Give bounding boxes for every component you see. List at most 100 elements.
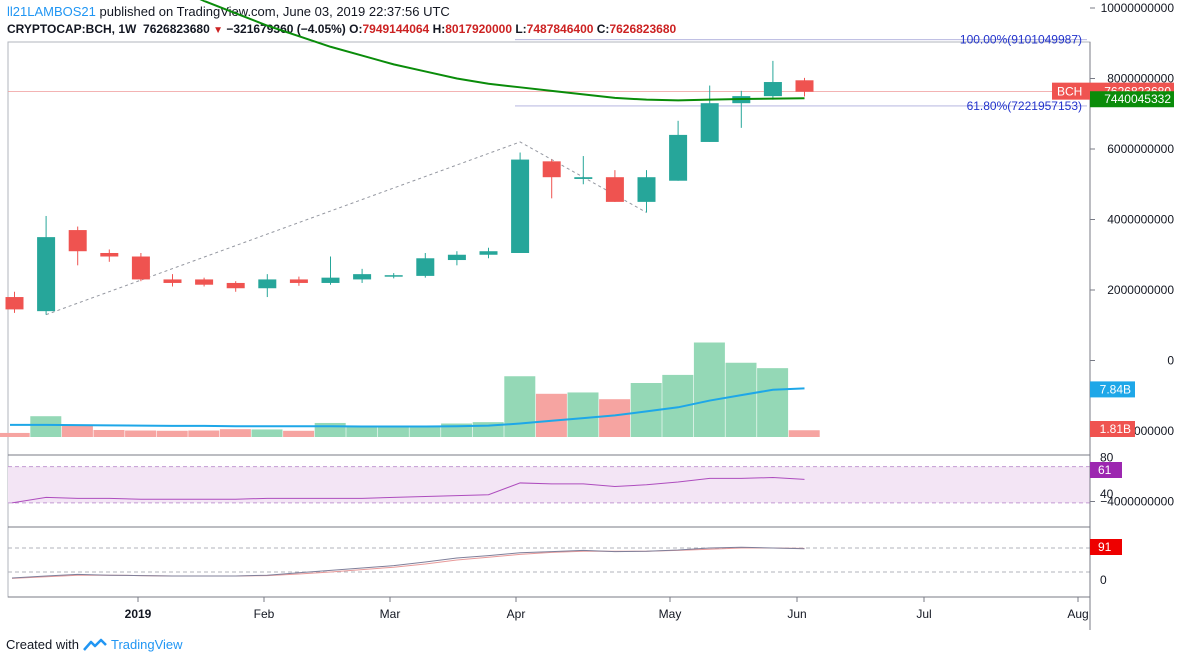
volume-bar bbox=[125, 430, 157, 437]
stoch-badge: 91 bbox=[1098, 540, 1112, 554]
candle-body bbox=[384, 275, 403, 277]
volume-bar bbox=[0, 432, 30, 437]
candle-body bbox=[37, 237, 56, 312]
stoch-k-line bbox=[11, 546, 805, 579]
tradingview-brand[interactable]: TradingView bbox=[110, 637, 183, 652]
candle-body bbox=[258, 279, 277, 289]
fib-level-label: 61.80%(7221957153) bbox=[967, 99, 1082, 113]
candle-body bbox=[574, 177, 593, 179]
volume-bar bbox=[219, 429, 251, 437]
candle-body bbox=[195, 279, 214, 285]
volume-bar bbox=[567, 392, 599, 437]
y-tick-label: 10000000000 bbox=[1101, 1, 1175, 15]
candle-body bbox=[700, 103, 719, 142]
volume-pane bbox=[0, 342, 820, 437]
candle-body bbox=[416, 258, 435, 276]
high-label: H: bbox=[432, 22, 446, 36]
volume-bar bbox=[693, 342, 725, 437]
rsi-line bbox=[11, 477, 805, 504]
close-label: C: bbox=[596, 22, 610, 36]
rsi-band bbox=[8, 466, 1090, 503]
x-tick-label: Mar bbox=[380, 607, 401, 621]
ohlc-header: CRYPTOCAP:BCH, 1W 7626823680 ▼ −32167936… bbox=[7, 22, 676, 36]
candle-body bbox=[321, 277, 340, 283]
volume-ma-line bbox=[10, 387, 805, 428]
volume-bar bbox=[599, 399, 631, 437]
volume-bar bbox=[788, 430, 820, 437]
stoch-tick-label: 0 bbox=[1100, 573, 1107, 587]
volume-bar bbox=[314, 422, 346, 437]
y-tick-label: 4000000000 bbox=[1107, 213, 1174, 227]
candle-body bbox=[511, 159, 530, 253]
x-tick-label: Jul bbox=[916, 607, 931, 621]
candle-body bbox=[163, 279, 182, 283]
published-header: ll21LAMBOS21 published on TradingView.co… bbox=[7, 4, 450, 19]
chart-border bbox=[7, 41, 1091, 598]
down-triangle-icon: ▼ bbox=[213, 25, 224, 36]
volume-bar bbox=[535, 393, 567, 437]
x-tick-label: 2019 bbox=[125, 607, 152, 621]
close-value: 7626823680 bbox=[609, 22, 677, 36]
y-tick-label: −4000000000 bbox=[1100, 495, 1174, 509]
volume-ma-badge: 7.84B bbox=[1100, 382, 1131, 396]
price-badge bbox=[1090, 91, 1174, 108]
candle-body bbox=[131, 256, 150, 280]
y-tick-label: 2000000000 bbox=[1107, 283, 1174, 297]
candle-body bbox=[100, 252, 119, 257]
created-with-text: Created with bbox=[6, 637, 79, 652]
rsi-tick-label: 80 bbox=[1100, 451, 1114, 465]
stoch-pane bbox=[8, 546, 1090, 579]
published-text: published on TradingView.com, June 03, 2… bbox=[99, 4, 450, 19]
candle-body bbox=[289, 279, 308, 283]
candle-body bbox=[763, 82, 782, 97]
volume-bar bbox=[93, 429, 125, 437]
candle-body bbox=[353, 274, 372, 280]
y-tick-label: 8000000000 bbox=[1107, 72, 1174, 86]
volume-bar bbox=[725, 362, 757, 437]
candle-body bbox=[795, 80, 814, 92]
low-value: 7487846400 bbox=[526, 22, 594, 36]
axes: 1800000000016000000000140000000001200000… bbox=[8, 1, 1175, 630]
moving-average-line bbox=[199, 0, 805, 102]
price-change: −321679360 (−4.05%) bbox=[226, 22, 346, 36]
tradingview-logo-icon bbox=[83, 638, 107, 651]
y-tick-label: 0 bbox=[1167, 354, 1174, 368]
y-tick-label: 6000000000 bbox=[1107, 142, 1174, 156]
candle-body bbox=[605, 177, 624, 202]
candle-body bbox=[68, 230, 87, 252]
candle-body bbox=[479, 251, 498, 255]
candle-body bbox=[637, 177, 656, 202]
candle-body bbox=[542, 161, 561, 178]
volume-bar bbox=[251, 429, 283, 437]
volume-bar bbox=[409, 426, 441, 437]
price-badge bbox=[1090, 462, 1122, 478]
x-tick-label: Jun bbox=[787, 607, 806, 621]
chart-frame bbox=[7, 41, 1091, 598]
symbol-label: CRYPTOCAP:BCH, 1W bbox=[7, 22, 137, 36]
volume-bar bbox=[757, 368, 789, 437]
open-value: 7949144064 bbox=[362, 22, 430, 36]
candle-body bbox=[669, 134, 688, 181]
fib-level-label: 100.00%(9101049987) bbox=[960, 33, 1082, 47]
trend-line bbox=[45, 141, 647, 316]
price-badge bbox=[1090, 421, 1135, 437]
volume-bar bbox=[61, 425, 93, 437]
candle-body bbox=[5, 297, 24, 310]
volume-bar bbox=[156, 430, 188, 437]
price-badge bbox=[1090, 381, 1135, 398]
high-value: 8017920000 bbox=[445, 22, 512, 36]
rsi-tick-label: 40 bbox=[1100, 487, 1114, 501]
volume-bar bbox=[188, 430, 220, 437]
volume-bar bbox=[504, 376, 536, 437]
price-pane: 161.80%(12141048339)100.00%(9101049987)6… bbox=[5, 0, 1090, 316]
low-label: L: bbox=[515, 22, 527, 36]
volume-bar bbox=[283, 430, 315, 437]
bch-badge-label: BCH bbox=[1057, 85, 1082, 99]
volume-bar bbox=[346, 426, 378, 437]
price-badge bbox=[1090, 539, 1122, 555]
author-link[interactable]: ll21LAMBOS21 bbox=[7, 4, 96, 19]
x-tick-label: Aug bbox=[1067, 607, 1088, 621]
rsi-badge: 61 bbox=[1098, 463, 1112, 477]
ma-badge-value: 7440045332 bbox=[1104, 92, 1171, 106]
